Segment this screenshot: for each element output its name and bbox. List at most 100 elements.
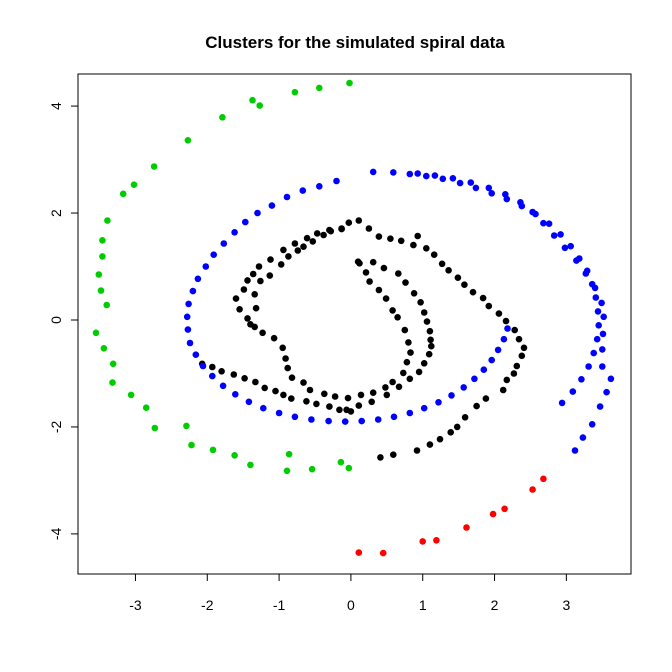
data-point [183,313,191,321]
data-point [573,257,580,264]
data-point [325,417,332,425]
data-point [387,235,394,242]
data-point [433,537,440,544]
data-point [550,232,558,239]
data-point [423,245,430,252]
data-point [369,258,377,266]
data-point [232,295,240,302]
x-tick-label: -1 [273,597,286,613]
data-point [375,286,383,294]
data-point [423,172,430,180]
data-point [300,243,307,250]
data-point [92,329,100,337]
data-point [316,84,323,92]
data-point [244,315,251,322]
data-point [607,375,615,383]
data-point [469,288,477,296]
data-point [406,170,414,178]
data-point [425,350,433,358]
data-point [199,362,207,370]
data-point [518,352,526,360]
data-point [489,510,497,518]
data-point [109,379,116,386]
data-point [499,386,507,394]
data-point [540,475,547,483]
x-tick-label: 3 [562,597,570,613]
data-point [266,272,274,279]
data-point [109,360,117,368]
data-point [291,413,299,421]
data-point [103,301,110,309]
data-point [345,464,353,472]
data-point [283,467,291,475]
data-point [194,275,202,283]
data-point [513,362,521,370]
data-point [306,386,314,394]
data-point [341,418,349,425]
data-point [186,339,194,347]
data-point [251,323,258,331]
data-point [236,306,243,313]
data-point [447,429,455,436]
data-point [599,330,607,338]
data-point [219,114,226,121]
data-point [453,423,461,431]
data-point [479,294,487,302]
data-point [142,404,150,412]
data-point [377,454,384,461]
data-point [189,287,197,295]
data-point [435,399,442,406]
data-point [240,286,248,293]
data-point [268,202,276,209]
data-point [333,177,340,185]
data-point [410,241,417,249]
data-point [593,335,601,343]
data-point [309,238,317,245]
data-point [192,351,200,359]
data-point [438,260,446,268]
data-point [357,391,365,399]
data-point [257,277,264,285]
data-point [578,376,585,383]
x-tick-label: 1 [419,597,427,613]
data-point [231,452,238,459]
data-point [395,383,403,391]
data-point [415,368,423,376]
data-point [331,393,339,400]
data-point [267,256,274,263]
data-point [390,413,398,421]
data-point [592,294,600,301]
data-point [127,391,135,399]
data-point [284,364,292,372]
chart-title: Clusters for the simulated spiral data [205,33,505,52]
data-point [374,416,382,423]
data-point [188,441,195,449]
data-point [336,406,343,414]
data-point [599,346,606,353]
data-point [389,378,396,386]
data-point [283,193,291,201]
data-point [400,369,407,377]
data-point [502,191,509,198]
data-point [545,220,553,227]
data-point [130,181,138,188]
data-point [590,349,597,357]
data-point [184,326,192,333]
data-point [308,465,316,473]
data-point [245,398,253,406]
data-point [337,458,345,466]
data-point [417,299,424,306]
data-point [407,349,414,356]
data-point [344,394,352,402]
data-point [383,391,391,399]
data-point [288,374,296,382]
data-point [494,346,502,354]
data-point [510,370,518,377]
data-point [467,179,475,186]
data-point [242,218,249,226]
data-point [261,384,269,392]
data-point [389,307,396,314]
data-point [419,538,427,545]
data-point [104,217,111,224]
data-point [275,409,283,417]
